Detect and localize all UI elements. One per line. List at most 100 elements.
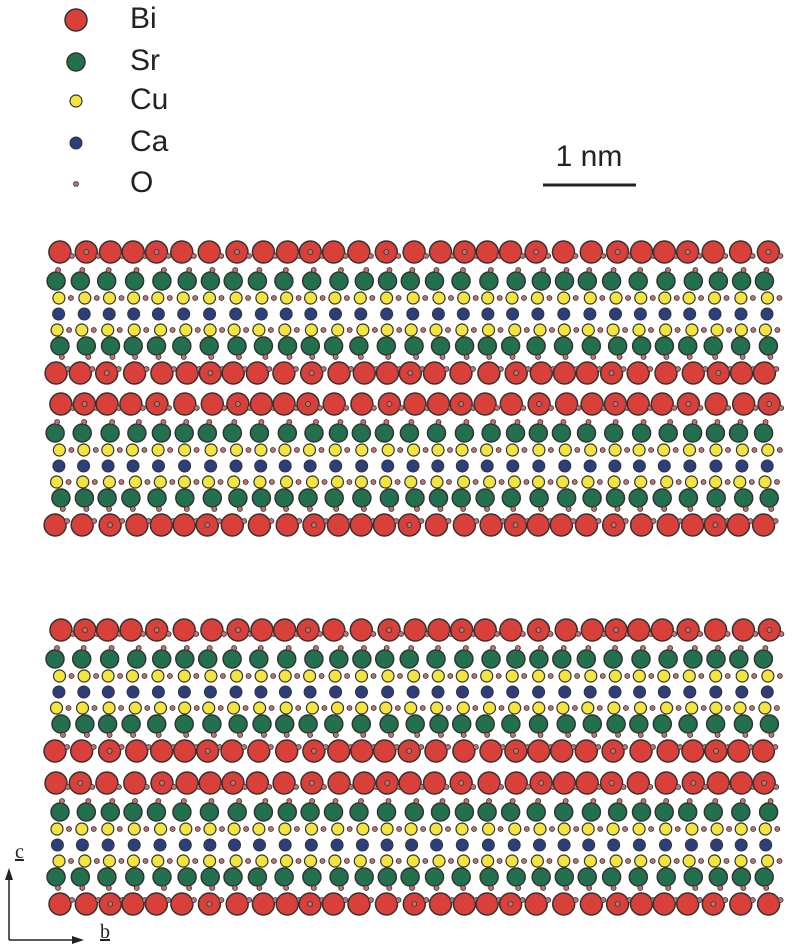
o-atom [489, 886, 494, 891]
o-atom [508, 902, 513, 907]
o-atom [623, 519, 628, 524]
o-atom [777, 674, 782, 679]
o-atom [716, 646, 721, 651]
o-atom [650, 859, 655, 864]
o-atom [446, 519, 451, 524]
sr-atom [502, 337, 520, 355]
o-atom [550, 827, 555, 832]
o-atom [191, 898, 196, 903]
cu-atom [79, 855, 91, 867]
ca-atom [230, 460, 242, 472]
o-atom [283, 268, 288, 273]
o-atom [269, 480, 274, 485]
o-atom [715, 420, 720, 425]
sr-atom [507, 272, 525, 290]
o-atom [144, 367, 149, 372]
ca-atom [684, 460, 696, 472]
o-atom [308, 902, 313, 907]
cu-atom [103, 855, 115, 867]
sr-atom [401, 272, 419, 290]
cu-atom [686, 476, 698, 488]
bi-atom [474, 619, 496, 641]
ca-atom [761, 686, 773, 698]
sr-atom [378, 868, 396, 886]
bi-atom [348, 241, 370, 263]
scale-bar-label: 1 nm [556, 140, 623, 173]
bi-atom [453, 514, 475, 536]
o-atom [268, 745, 273, 750]
o-atom [82, 628, 87, 633]
ca-atom [735, 839, 747, 851]
sr-atom [577, 650, 595, 668]
o-atom [597, 480, 602, 485]
ca-atom [127, 686, 139, 698]
cu-atom [51, 823, 63, 835]
o-atom [649, 328, 654, 333]
o-atom [134, 268, 139, 273]
sr-atom [428, 424, 446, 442]
sr-atom [252, 489, 270, 507]
o-atom [221, 448, 226, 453]
cu-atom [355, 476, 367, 488]
bi-atom [327, 514, 349, 536]
cu-atom [608, 702, 620, 714]
o-atom [764, 268, 769, 273]
sr-atom [254, 337, 272, 355]
o-atom [596, 745, 601, 750]
cu-atom [458, 292, 470, 304]
cu-atom [152, 855, 164, 867]
cu-atom [684, 444, 696, 456]
ca-atom [178, 308, 190, 320]
o-atom [193, 859, 198, 864]
bi-atom [752, 740, 774, 762]
ca-atom [761, 460, 773, 472]
o-atom [675, 827, 680, 832]
sr-atom [582, 803, 600, 821]
o-atom [541, 268, 546, 273]
cu-atom [51, 476, 63, 488]
cu-atom [635, 702, 647, 714]
o-atom [587, 886, 592, 891]
o-atom [309, 781, 314, 786]
bi-atom [753, 514, 775, 536]
o-atom [614, 628, 619, 633]
o-atom [396, 859, 401, 864]
o-atom [549, 406, 554, 411]
sr-atom [706, 424, 724, 442]
cu-atom [405, 702, 417, 714]
o-atom [207, 420, 212, 425]
o-atom [485, 733, 490, 738]
bi-atom [554, 362, 576, 384]
sr-atom [47, 868, 65, 886]
o-atom [773, 519, 778, 524]
o-atom [242, 519, 247, 524]
o-atom [522, 296, 527, 301]
bi-atom [323, 241, 345, 263]
o-atom [347, 328, 352, 333]
cu-atom [734, 702, 746, 714]
sr-atom [759, 337, 777, 355]
o-atom [701, 827, 706, 832]
o-atom [384, 646, 389, 651]
cu-atom [102, 670, 114, 682]
sr-atom [480, 868, 498, 886]
ca-atom [559, 686, 571, 698]
sr-atom [325, 337, 343, 355]
o-atom [676, 706, 681, 711]
cu-atom [103, 702, 115, 714]
cu-atom [711, 324, 723, 336]
o-atom [407, 523, 412, 528]
sr-atom [456, 337, 474, 355]
o-atom [65, 519, 70, 524]
sr-atom [175, 424, 193, 442]
o-atom [161, 420, 166, 425]
cu-atom [253, 324, 265, 336]
sr-atom [305, 424, 323, 442]
cu-atom [128, 855, 140, 867]
cu-atom [431, 476, 443, 488]
o-atom [699, 859, 704, 864]
cu-atom [205, 670, 217, 682]
sr-atom [709, 868, 727, 886]
o-atom [421, 827, 426, 832]
o-atom [547, 859, 552, 864]
